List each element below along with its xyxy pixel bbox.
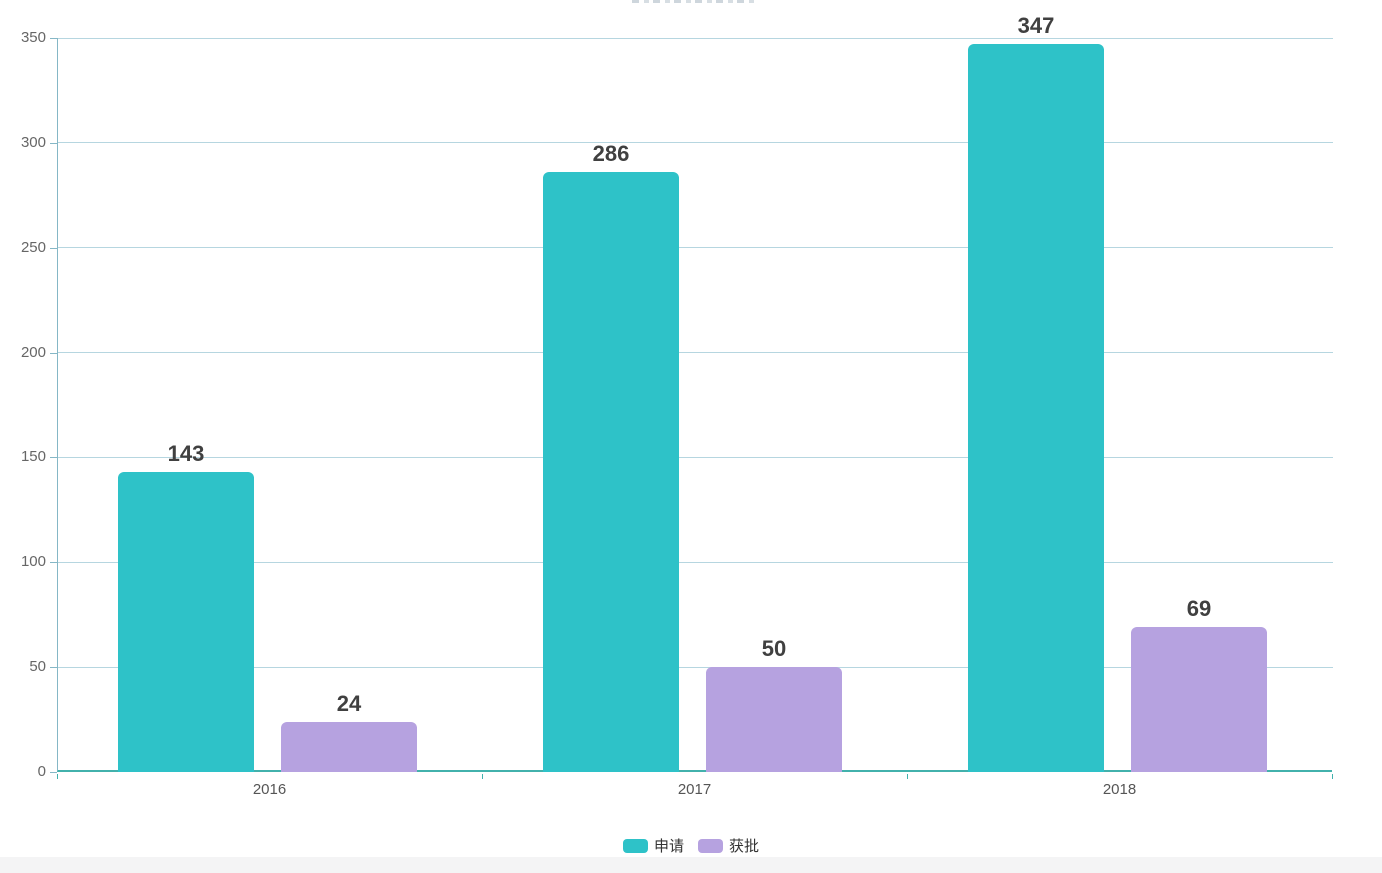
gridline-350 — [58, 37, 1333, 39]
y-axis-tick — [50, 247, 57, 249]
bar-获批-2018[interactable] — [1131, 627, 1267, 772]
chart-legend: 申请 获批 — [0, 835, 1382, 856]
bar-获批-2016[interactable] — [281, 721, 417, 772]
legend-label: 获批 — [729, 838, 760, 855]
y-axis-tick — [50, 352, 57, 354]
value-label-获批-2017: 50 — [761, 636, 787, 662]
legend-label: 申请 — [653, 838, 684, 855]
y-axis-tick — [50, 38, 57, 39]
gridline-300 — [58, 142, 1333, 144]
x-axis-label-2016: 2016 — [252, 781, 287, 798]
y-axis-label: 150 — [20, 448, 46, 466]
bar-申请-2017[interactable] — [543, 172, 679, 772]
legend-swatch-申请 — [622, 838, 648, 853]
y-axis-label: 0 — [37, 763, 46, 780]
y-axis-label: 200 — [20, 343, 46, 361]
bar-申请-2016[interactable] — [118, 472, 254, 772]
bar-申请-2018[interactable] — [968, 44, 1104, 772]
y-axis-tick — [50, 772, 57, 773]
gridline-200 — [58, 352, 1333, 354]
y-axis-label: 50 — [29, 658, 46, 676]
legend-swatch-获批 — [698, 838, 723, 853]
y-axis-label: 350 — [20, 29, 46, 46]
x-axis-tick — [1332, 774, 1333, 779]
gridline-150 — [58, 456, 1333, 458]
x-axis-tick — [57, 774, 58, 779]
y-axis-label: 100 — [20, 553, 46, 571]
legend-item-获批[interactable]: 获批 — [698, 835, 759, 856]
x-axis-tick — [907, 774, 908, 779]
value-label-获批-2018: 69 — [1186, 596, 1212, 622]
gridline-100 — [58, 561, 1333, 563]
gridline-250 — [58, 247, 1333, 249]
y-axis-tick — [50, 562, 57, 564]
value-label-申请-2017: 286 — [592, 141, 630, 167]
plot-area — [57, 37, 1333, 772]
value-label-获批-2016: 24 — [336, 690, 362, 716]
legend-item-申请[interactable]: 申请 — [622, 835, 684, 856]
bottom-strip — [0, 857, 1382, 873]
y-axis-tick — [50, 457, 57, 459]
x-axis-tick — [482, 774, 483, 779]
y-axis-label: 250 — [20, 238, 46, 256]
y-axis-tick — [50, 667, 57, 669]
x-axis-label-2018: 2018 — [1102, 781, 1137, 798]
x-axis-label-2017: 2017 — [677, 781, 712, 798]
y-axis-label: 300 — [20, 133, 46, 151]
y-axis-tick — [50, 142, 57, 144]
clipped-chart-title — [632, 0, 754, 3]
value-label-申请-2016: 143 — [167, 441, 205, 467]
bar-获批-2017[interactable] — [706, 667, 842, 772]
value-label-申请-2018: 347 — [1017, 13, 1055, 39]
gridline-50 — [58, 666, 1333, 668]
